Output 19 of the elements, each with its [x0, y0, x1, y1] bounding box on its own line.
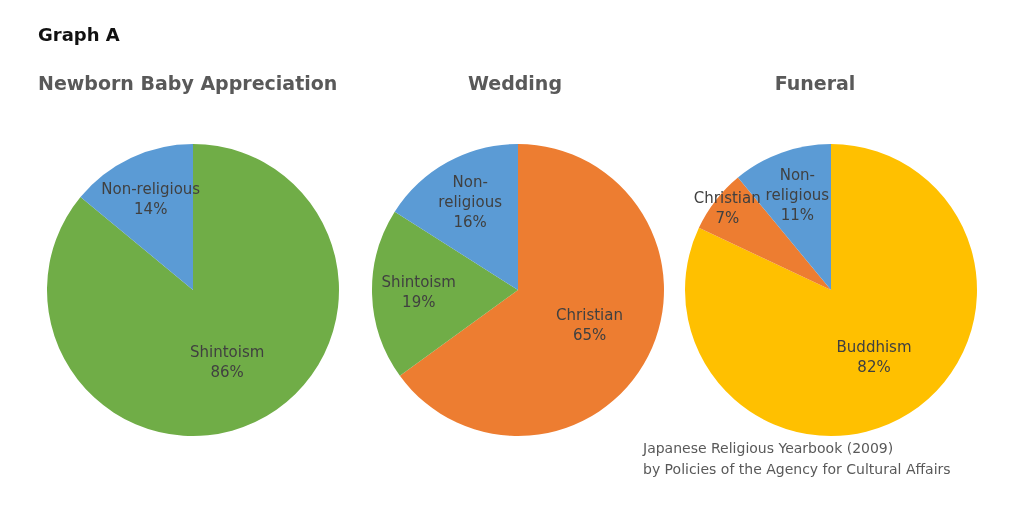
data-label: 19% — [402, 293, 436, 312]
slice-label: Non-religious — [438, 172, 503, 211]
text: Japanese Religious Yearbook (2009) by Policies of the Agency for Cultural Affairs — [643, 439, 951, 479]
chart-title: Funeral — [773, 72, 857, 94]
data-label: 86% — [210, 362, 244, 381]
slice-label: Non-religious — [765, 166, 830, 205]
data-label: 65% — [572, 326, 607, 345]
data-label: 14% — [134, 200, 168, 219]
data-label: 11% — [780, 206, 815, 225]
data-label: 7% — [715, 209, 740, 228]
slice-label: Christian — [556, 306, 623, 325]
slice-label: Shintoism — [190, 342, 265, 361]
text: Graph A — [38, 24, 120, 45]
data-label: 82% — [857, 357, 891, 376]
data-label: 16% — [453, 212, 487, 231]
slice-label: Buddhism — [836, 337, 912, 356]
chart-title: Wedding — [467, 72, 563, 94]
slice-label: Shintoism — [381, 273, 456, 292]
chart-title: Newborn Baby Appreciation — [38, 72, 339, 94]
